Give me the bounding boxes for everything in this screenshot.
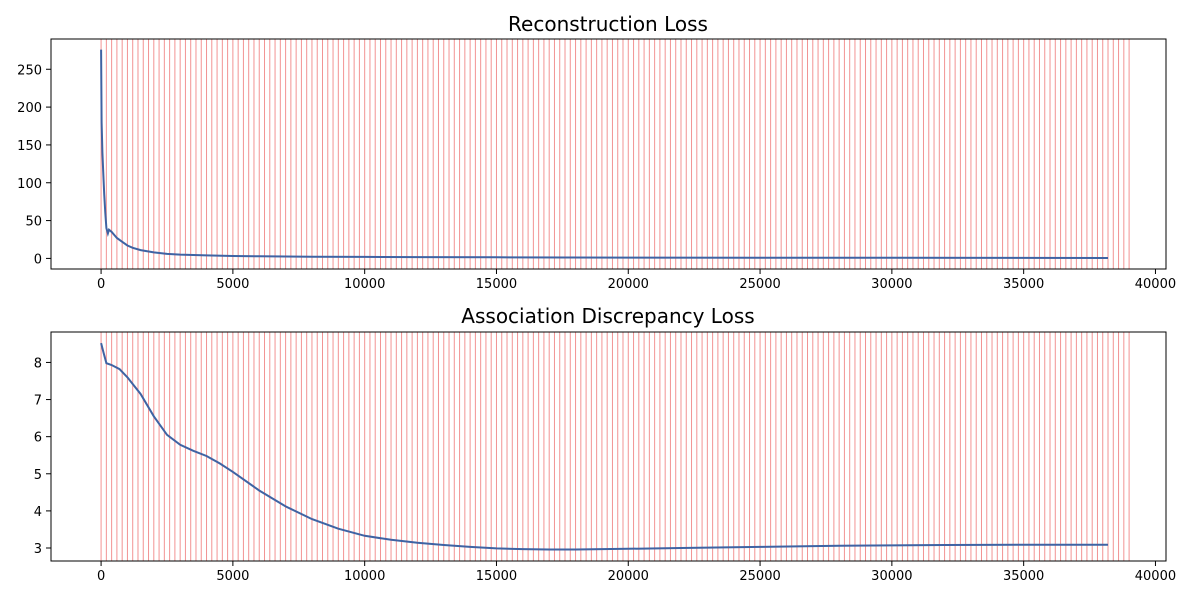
reconstruction-loss-title: Reconstruction Loss	[508, 12, 708, 36]
x-tick-label: 20000	[608, 569, 649, 584]
epoch-markers	[100, 39, 1130, 269]
x-tick-label: 15000	[476, 277, 517, 292]
association-discrepancy-loss-series-line	[100, 342, 1108, 551]
reconstruction-loss-series-line	[100, 49, 1109, 259]
x-tick-label: 30000	[871, 277, 912, 292]
x-tick-label: 10000	[344, 277, 385, 292]
y-tick-label: 7	[34, 394, 42, 409]
x-tick-label: 40000	[1135, 277, 1176, 292]
x-tick-label: 10000	[344, 569, 385, 584]
x-tick-label: 30000	[871, 569, 912, 584]
x-tick-label: 15000	[476, 569, 517, 584]
x-tick-label: 5000	[216, 277, 249, 292]
x-tick-label: 25000	[739, 569, 780, 584]
plot-frame	[50, 38, 1167, 270]
y-tick-label: 6	[34, 431, 42, 446]
x-tick-label: 25000	[739, 277, 780, 292]
y-tick-label: 4	[34, 505, 42, 520]
x-tick-label: 35000	[1003, 569, 1044, 584]
epoch-markers	[100, 332, 1130, 561]
y-tick-label: 100	[17, 177, 42, 192]
y-tick-label: 0	[34, 252, 42, 267]
plot-frame	[50, 331, 1167, 562]
y-tick-label: 250	[17, 63, 42, 78]
x-tick-label: 35000	[1003, 277, 1044, 292]
y-axis: 3 4 5 6 7 8	[34, 356, 51, 557]
y-tick-label: 150	[17, 139, 42, 154]
reconstruction-loss-plot: Reconstruction Loss 0 5000 10000 15000 20000…	[17, 12, 1176, 292]
x-axis: 0 5000 10000 15000 20000 25000 30000 35000 40000	[97, 269, 1176, 292]
x-tick-label: 20000	[608, 277, 649, 292]
x-tick-label: 0	[97, 277, 105, 292]
y-tick-label: 50	[25, 215, 42, 230]
x-tick-label: 40000	[1135, 569, 1176, 584]
x-tick-label: 5000	[216, 569, 249, 584]
y-tick-label: 200	[17, 101, 42, 116]
y-tick-label: 5	[34, 468, 42, 483]
y-tick-label: 3	[34, 542, 42, 557]
association-discrepancy-loss-plot: Association Discrepancy Loss 0 5000 10000 1…	[34, 304, 1176, 584]
association-discrepancy-loss-title: Association Discrepancy Loss	[461, 304, 754, 328]
x-tick-label: 0	[97, 569, 105, 584]
x-axis: 0 5000 10000 15000 20000 25000 30000 35000 40000	[97, 561, 1176, 584]
y-tick-label: 8	[34, 356, 42, 371]
y-axis: 0 50 100 150 200 250	[17, 63, 51, 267]
